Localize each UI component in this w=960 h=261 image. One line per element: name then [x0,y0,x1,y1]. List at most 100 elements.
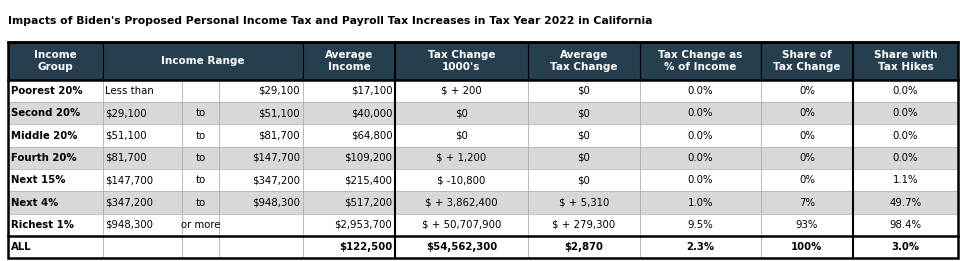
Text: Second 20%: Second 20% [11,108,80,118]
Text: Tax Change as
% of Income: Tax Change as % of Income [658,50,742,72]
Bar [853,147,958,169]
Bar [8,80,104,102]
Bar [182,169,219,191]
Text: $ + 5,310: $ + 5,310 [559,198,609,207]
Text: 0.0%: 0.0% [893,108,919,118]
Bar [8,191,104,214]
Bar [640,214,760,236]
Bar [104,102,182,124]
Text: $347,200: $347,200 [252,175,300,185]
Text: 0%: 0% [799,86,815,96]
Bar [527,124,640,147]
Text: or more: or more [180,220,220,230]
Text: $147,700: $147,700 [106,175,154,185]
Text: $ + 3,862,400: $ + 3,862,400 [425,198,497,207]
Text: Average
Income: Average Income [324,50,373,72]
Text: Poorest 20%: Poorest 20% [11,86,83,96]
Text: $ + 279,300: $ + 279,300 [552,220,615,230]
Bar [396,102,527,124]
Bar [527,236,640,258]
Text: 7%: 7% [799,198,815,207]
Text: $ -10,800: $ -10,800 [437,175,486,185]
Bar [8,102,104,124]
Text: 0%: 0% [799,153,815,163]
Text: $2,870: $2,870 [564,242,603,252]
Text: $51,100: $51,100 [258,108,300,118]
Bar [182,102,219,124]
Bar [8,147,958,169]
Text: 3.0%: 3.0% [892,242,920,252]
Text: 0.0%: 0.0% [687,153,713,163]
Text: $ + 1,200: $ + 1,200 [436,153,487,163]
Bar [527,214,640,236]
Bar [8,124,104,147]
Text: 0.0%: 0.0% [687,86,713,96]
Text: $64,800: $64,800 [350,130,393,140]
Bar [640,80,760,102]
Text: $81,700: $81,700 [106,153,147,163]
Bar [8,214,958,236]
Text: to: to [195,153,205,163]
Bar [8,214,104,236]
Text: $347,200: $347,200 [106,198,154,207]
Text: $948,300: $948,300 [106,220,154,230]
Text: $29,100: $29,100 [258,86,300,96]
Text: $ + 200: $ + 200 [441,86,482,96]
Text: $54,562,300: $54,562,300 [425,242,497,252]
Bar [640,169,760,191]
Bar [760,214,853,236]
Bar [219,169,302,191]
Text: $29,100: $29,100 [106,108,147,118]
Bar [760,124,853,147]
Bar [760,80,853,102]
Bar [853,191,958,214]
Bar [396,147,527,169]
Bar [104,169,182,191]
Bar [853,214,958,236]
Bar [396,214,527,236]
Text: $17,100: $17,100 [350,86,393,96]
Text: 98.4%: 98.4% [890,220,922,230]
Text: 0%: 0% [799,175,815,185]
Bar [853,124,958,147]
Bar [396,191,527,214]
Text: $0: $0 [577,130,590,140]
Bar [302,42,396,80]
Bar [182,124,219,147]
Text: 100%: 100% [791,242,823,252]
Text: 0.0%: 0.0% [893,153,919,163]
Text: 0.0%: 0.0% [687,175,713,185]
Text: 0.0%: 0.0% [687,130,713,140]
Text: Middle 20%: Middle 20% [11,130,77,140]
Bar [8,42,104,80]
Bar [302,80,396,102]
Text: 9.5%: 9.5% [687,220,713,230]
Bar [853,236,958,258]
Bar [8,169,104,191]
Text: Income
Group: Income Group [35,50,77,72]
Bar [640,102,760,124]
Bar [8,191,958,214]
Text: $948,300: $948,300 [252,198,300,207]
Text: Tax Change
1000's: Tax Change 1000's [427,50,495,72]
Bar [104,147,182,169]
Text: $ + 50,707,900: $ + 50,707,900 [421,220,501,230]
Bar [104,124,182,147]
Text: $147,700: $147,700 [252,153,300,163]
Bar [219,80,302,102]
Text: Share of
Tax Change: Share of Tax Change [773,50,841,72]
Bar [182,236,219,258]
Text: Fourth 20%: Fourth 20% [11,153,76,163]
Text: to: to [195,198,205,207]
Bar [182,80,219,102]
Text: $109,200: $109,200 [345,153,393,163]
Text: 0%: 0% [799,130,815,140]
Text: Impacts of Biden's Proposed Personal Income Tax and Payroll Tax Increases in Tax: Impacts of Biden's Proposed Personal Inc… [8,16,652,26]
Bar [396,124,527,147]
Text: 1.0%: 1.0% [687,198,713,207]
Bar [219,236,302,258]
Bar [104,80,182,102]
Bar [527,80,640,102]
Bar [396,80,527,102]
Bar [396,236,527,258]
